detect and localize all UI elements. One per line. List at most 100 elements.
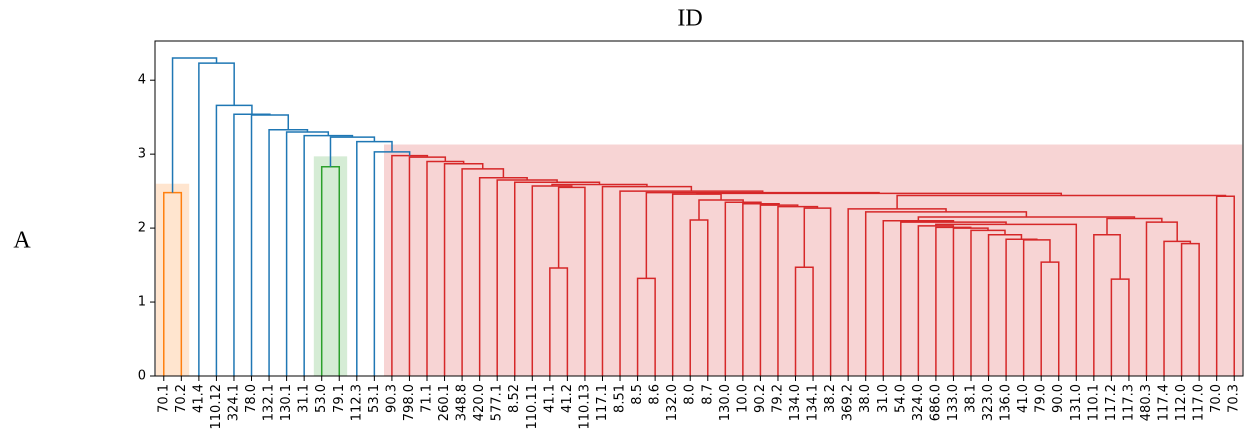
dendrogram-link (882, 219, 955, 376)
x-tick-label: 369.2 (841, 384, 856, 421)
x-tick-label: 79.1 (332, 384, 347, 413)
dendrogram-link (935, 223, 1078, 376)
x-tick-label: 38.2 (823, 384, 838, 413)
dendrogram-link (896, 194, 1227, 209)
x-tick-label: 31.1 (297, 384, 312, 413)
dendrogram-link (696, 192, 1063, 196)
y-axis-label: A (13, 228, 31, 254)
x-tick-label: 348.8 (455, 384, 470, 421)
y-tick-label: 1 (138, 295, 146, 310)
x-tick-label: 686.0 (928, 384, 943, 421)
dendrogram-link (391, 154, 429, 376)
x-tick-label: 71.1 (420, 384, 435, 413)
x-tick-label: 260.1 (437, 384, 452, 421)
x-tick-label: 10.0 (735, 384, 750, 413)
x-tick-label: 112.0 (1174, 384, 1189, 421)
x-tick-label: 131.0 (1069, 384, 1084, 421)
x-tick-label: 117.1 (595, 384, 610, 421)
x-tick-label: 54.0 (893, 384, 908, 413)
y-tick-label: 4 (138, 73, 146, 88)
dendrogram-link (557, 186, 586, 376)
x-tick-label: 110.1 (1086, 384, 1101, 421)
x-tick-label: 132.1 (262, 384, 277, 421)
dendrogram-link (1040, 261, 1060, 376)
dendrogram-link (1180, 242, 1200, 376)
x-tick-label: 41.0 (1016, 384, 1031, 413)
x-tick-label: 8.0 (683, 384, 698, 405)
x-tick-label: 110.13 (577, 384, 592, 430)
x-tick-label: 110.12 (209, 384, 224, 430)
x-tick-label: 31.0 (876, 384, 891, 413)
dendrogram-link (551, 183, 648, 187)
dendrogram-link (970, 229, 1006, 376)
y-tick-label: 3 (138, 147, 146, 162)
x-tick-label: 324.1 (226, 384, 241, 421)
dendrogram-link (847, 208, 947, 376)
x-tick-label: 70.0 (1209, 384, 1224, 413)
dendrogram-link (171, 57, 218, 193)
x-tick-label: 38.0 (858, 384, 873, 413)
dendrogram-link (461, 168, 505, 376)
x-tick-label: 798.0 (402, 384, 417, 421)
dendrogram-link (531, 185, 573, 376)
dendrogram-link (549, 267, 569, 376)
dendrogram-link (426, 160, 465, 376)
dendrogram-link (935, 226, 972, 376)
y-tick-label: 2 (138, 221, 146, 236)
dendrogram-link (268, 128, 309, 376)
x-tick-label: 130.1 (279, 384, 294, 421)
cluster-highlight (155, 183, 190, 376)
x-tick-label: 130.0 (718, 384, 733, 421)
x-tick-label: 323.0 (981, 384, 996, 421)
x-tick-label: 90.0 (1051, 384, 1066, 413)
dendrogram-link (356, 140, 393, 376)
x-tick-label: 70.2 (174, 384, 189, 413)
dendrogram-link (987, 234, 1023, 376)
cluster-highlight (313, 156, 348, 376)
x-tick-label: 112.3 (349, 384, 364, 421)
x-tick-label: 117.0 (1192, 384, 1207, 421)
dendrogram-link (215, 104, 253, 376)
x-tick-label: 41.1 (542, 384, 557, 413)
x-tick-label: 136.0 (999, 384, 1014, 421)
x-tick-label: 134.0 (788, 384, 803, 421)
x-tick-label: 41.4 (191, 384, 206, 413)
dendrogram-link (233, 113, 271, 376)
dendrogram-link (864, 211, 1028, 376)
dendrogram-link (1005, 238, 1038, 376)
x-tick-label: 324.0 (911, 384, 926, 421)
dendrogram-link (1093, 234, 1121, 376)
x-tick-label: 53.0 (314, 384, 329, 413)
x-tick-label: 117.2 (1104, 384, 1119, 421)
x-tick-label: 577.1 (490, 384, 505, 421)
dendrogram-link (917, 225, 955, 376)
x-tick-label: 90.2 (753, 384, 768, 413)
x-tick-label: 70.1 (156, 384, 171, 413)
x-tick-label: 133.0 (946, 384, 961, 421)
x-tick-label: 132.0 (665, 384, 680, 421)
x-tick-label: 41.2 (560, 384, 575, 413)
x-tick-label: 79.2 (770, 384, 785, 413)
dendrogram-link (329, 136, 376, 167)
x-tick-label: 480.3 (1139, 384, 1154, 421)
dendrogram-link (496, 179, 558, 376)
y-tick-label: 0 (138, 369, 146, 384)
chart-title: ID (677, 6, 702, 32)
x-tick-label: 53.1 (367, 384, 382, 413)
plot-frame (154, 40, 1244, 377)
dendrogram-link (408, 156, 447, 376)
dendrogram-link (698, 199, 744, 220)
x-tick-label: 8.52 (507, 384, 522, 413)
dendrogram-link (1110, 278, 1130, 376)
x-tick-label: 110.11 (525, 384, 540, 430)
x-tick-label: 8.51 (613, 384, 628, 413)
x-tick-label: 38.1 (964, 384, 979, 413)
x-tick-label: 8.7 (700, 384, 715, 405)
x-tick-label: 134.1 (806, 384, 821, 421)
x-tick-label: 79.0 (1034, 384, 1049, 413)
x-tick-label: 90.3 (384, 384, 399, 413)
x-tick-label: 117.3 (1121, 384, 1136, 421)
x-tick-label: 8.6 (648, 384, 663, 405)
